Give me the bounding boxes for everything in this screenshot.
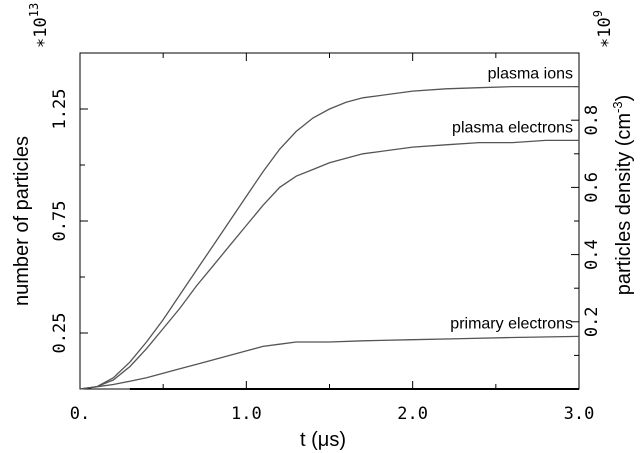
series-group: plasma ions plasma electrons primary elect… bbox=[79, 66, 580, 390]
x-tick-label: 3.0 bbox=[564, 404, 595, 424]
x-tick-label: 1.0 bbox=[231, 404, 262, 424]
series-line-0 bbox=[79, 85, 579, 390]
right-multiplier: ∗109 bbox=[591, 10, 615, 48]
svg-text:particles density (cm-3): particles density (cm-3) bbox=[610, 95, 635, 296]
x-tick-label: 0. bbox=[70, 404, 90, 424]
y-tick-label-right: 0.6 bbox=[582, 172, 602, 203]
series-line-1 bbox=[79, 139, 579, 390]
series-label: primary electrons bbox=[450, 315, 573, 332]
x-axis-title: t (μs) bbox=[300, 429, 346, 451]
x-tick-label: 2.0 bbox=[397, 404, 428, 424]
y-tick-label-left: 0.25 bbox=[50, 313, 70, 354]
y-tick-label-left: 1.25 bbox=[50, 89, 70, 130]
series-line-2 bbox=[79, 335, 580, 390]
series-label: plasma electrons bbox=[452, 119, 573, 136]
tick-labels: 0. 1.0 2.0 3.0 0.25 0.75 1.25 0.2 0.4 0.6 0.8 bbox=[50, 89, 602, 424]
y-tick-label-left: 0.75 bbox=[50, 201, 70, 242]
svg-text:∗1013: ∗1013 bbox=[27, 3, 51, 48]
y-tick-label-right: 0.4 bbox=[582, 239, 602, 270]
y-axis-title-left: number of particles bbox=[11, 136, 33, 306]
y-tick-label-right: 0.8 bbox=[582, 105, 602, 136]
y-tick-label-right: 0.2 bbox=[582, 306, 602, 337]
svg-text:∗109: ∗109 bbox=[591, 10, 615, 48]
y-axis-title-right: particles density (cm-3) bbox=[610, 95, 635, 296]
series-label: plasma ions bbox=[488, 66, 573, 83]
left-multiplier: ∗1013 bbox=[27, 3, 51, 48]
